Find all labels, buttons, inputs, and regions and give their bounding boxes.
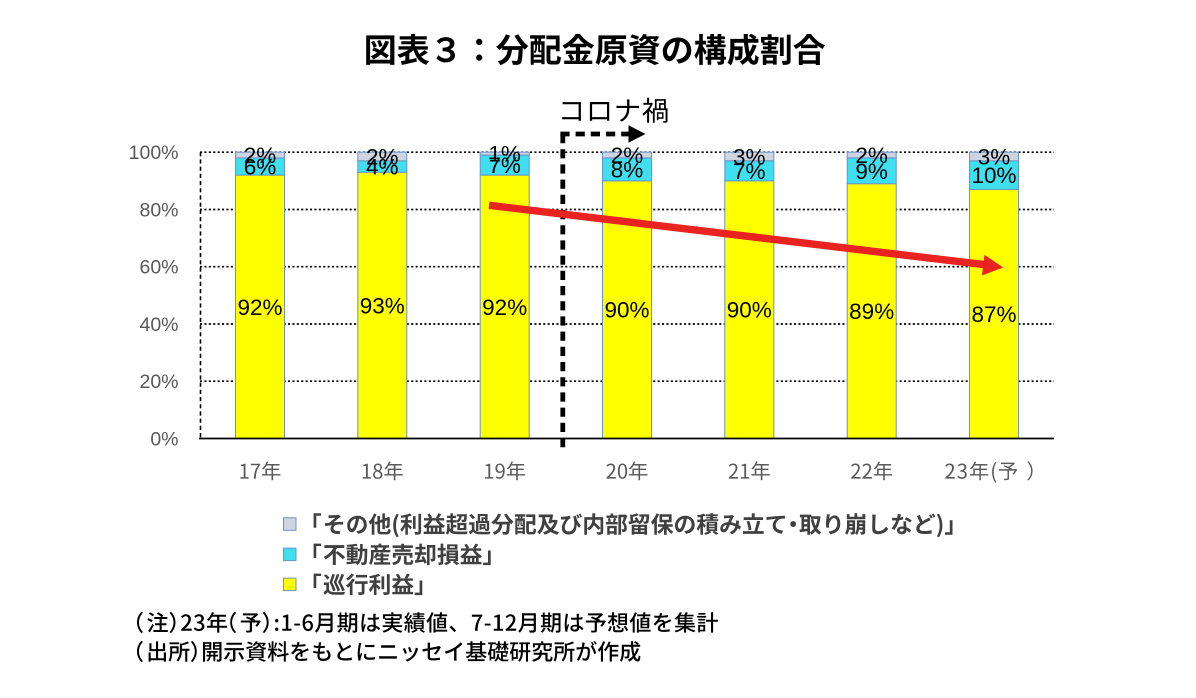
svg-text:3%: 3% — [733, 145, 766, 170]
svg-text:0%: 0% — [150, 429, 178, 451]
svg-text:2%: 2% — [855, 143, 888, 168]
svg-text:2%: 2% — [611, 143, 644, 168]
svg-text:80%: 80% — [139, 200, 178, 222]
svg-text:90%: 90% — [727, 298, 772, 323]
svg-text:89%: 89% — [849, 299, 894, 324]
svg-text:20%: 20% — [139, 371, 178, 393]
svg-text:9%: 9% — [855, 159, 888, 184]
svg-text:92%: 92% — [482, 295, 527, 320]
svg-text:2%: 2% — [366, 145, 399, 170]
svg-text:87%: 87% — [971, 302, 1016, 327]
svg-text:7%: 7% — [488, 153, 521, 178]
svg-text:2%: 2% — [244, 143, 277, 168]
svg-text:40%: 40% — [139, 314, 178, 336]
svg-text:8%: 8% — [611, 157, 644, 182]
svg-text:7%: 7% — [733, 159, 766, 184]
svg-text:60%: 60% — [139, 257, 178, 279]
svg-text:1%: 1% — [488, 142, 521, 167]
svg-text:90%: 90% — [604, 298, 649, 323]
svg-text:4%: 4% — [366, 155, 399, 180]
svg-text:93%: 93% — [360, 293, 405, 318]
svg-text:100%: 100% — [129, 142, 179, 164]
svg-text:10%: 10% — [971, 163, 1016, 188]
svg-text:6%: 6% — [244, 155, 277, 180]
svg-text:3%: 3% — [978, 145, 1011, 170]
svg-text:92%: 92% — [237, 295, 282, 320]
